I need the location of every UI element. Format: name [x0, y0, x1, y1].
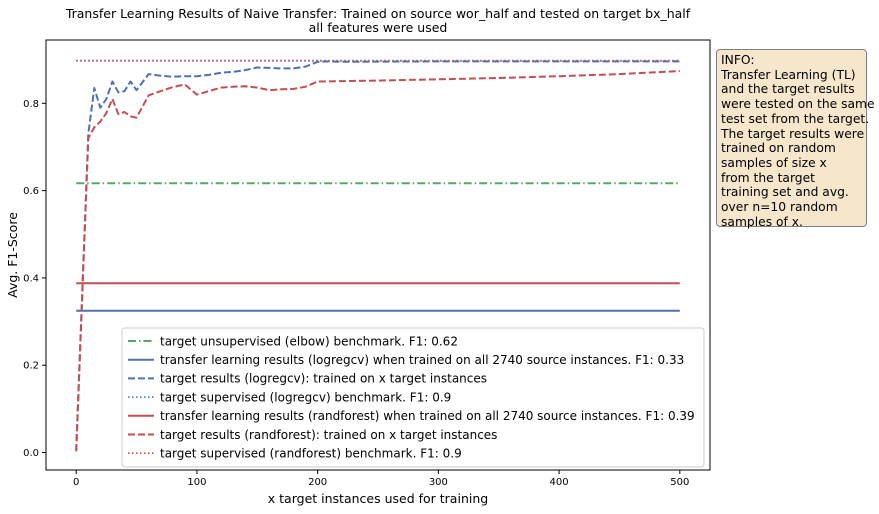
- legend-entry-label: target supervised (logregcv) benchmark. …: [160, 390, 451, 404]
- y-tick-label: 0.2: [23, 361, 39, 372]
- info-line: test set from the target.: [721, 111, 870, 126]
- info-line: samples of x.: [721, 214, 803, 229]
- info-line: Transfer Learning (TL): [721, 67, 856, 82]
- x-tick-label: 0: [73, 477, 79, 488]
- axis-ticks: 0 100 200 300 400 500 0.0 0.2 0.4 0.6 0.8: [23, 99, 689, 488]
- legend-entry-label: target results (randforest): trained on …: [160, 428, 497, 442]
- info-line: training set and avg.: [721, 185, 849, 200]
- chart-title: Transfer Learning Results of Naive Trans…: [65, 6, 691, 21]
- plot-frame: [45, 39, 711, 471]
- info-line: from the target: [721, 170, 816, 185]
- info-line: were tested on the same: [721, 97, 875, 112]
- info-box: INFO: Transfer Learning (TL) and the targe…: [716, 49, 875, 229]
- y-tick-label: 0.4: [23, 273, 39, 284]
- legend-entry-label: target supervised (randforest) benchmark…: [160, 447, 462, 461]
- legend-entry-label: target results (logregcv): trained on x …: [160, 372, 487, 386]
- y-tick-label: 0.8: [23, 99, 39, 110]
- x-axis-label: x target instances used for training: [268, 491, 488, 506]
- info-line: samples of size x: [721, 155, 827, 170]
- series-lines: [75, 59, 680, 452]
- info-line: The target results were: [721, 126, 865, 141]
- legend-box: [121, 327, 705, 468]
- x-tick-label: 300: [429, 477, 448, 488]
- x-tick-label: 100: [187, 477, 206, 488]
- info-line: and the target results: [721, 82, 855, 97]
- chart-subtitle: all features were used: [309, 20, 448, 35]
- x-tick-label: 200: [308, 477, 327, 488]
- series-line-3: [75, 60, 680, 452]
- legend-entry-label: target unsupervised (elbow) benchmark. F…: [160, 334, 458, 348]
- legend-entry-label: transfer learning results (logregcv) whe…: [160, 353, 684, 367]
- info-line: trained on random: [721, 141, 836, 156]
- x-tick-label: 400: [550, 477, 569, 488]
- info-line: INFO:: [721, 53, 755, 67]
- info-line: over n=10 random: [721, 200, 838, 215]
- y-tick-label: 0.0: [23, 448, 39, 459]
- x-tick-label: 500: [670, 477, 689, 488]
- y-tick-label: 0.6: [23, 186, 39, 197]
- y-axis-label: Avg. F1-Score: [5, 212, 20, 298]
- legend-entry-label: transfer learning results (randforest) w…: [160, 409, 695, 423]
- legend: target unsupervised (elbow) benchmark. F…: [121, 327, 705, 468]
